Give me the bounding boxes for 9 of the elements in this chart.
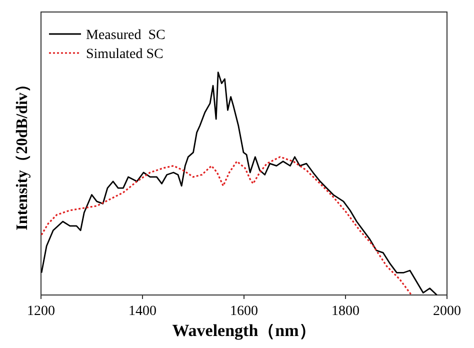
y-axis-title: Intensity（20dB/div）	[14, 76, 31, 230]
x-axis-title: Wavelength（nm）	[172, 321, 316, 340]
x-tick-label: 1200	[27, 304, 55, 319]
x-tick-label: 1800	[332, 304, 360, 319]
x-tick-label: 1600	[230, 304, 258, 319]
legend-label: Measured SC	[86, 28, 166, 43]
legend-label: Simulated SC	[86, 47, 164, 62]
x-tick-label: 1400	[128, 304, 156, 319]
x-tick-label: 2000	[433, 304, 461, 319]
